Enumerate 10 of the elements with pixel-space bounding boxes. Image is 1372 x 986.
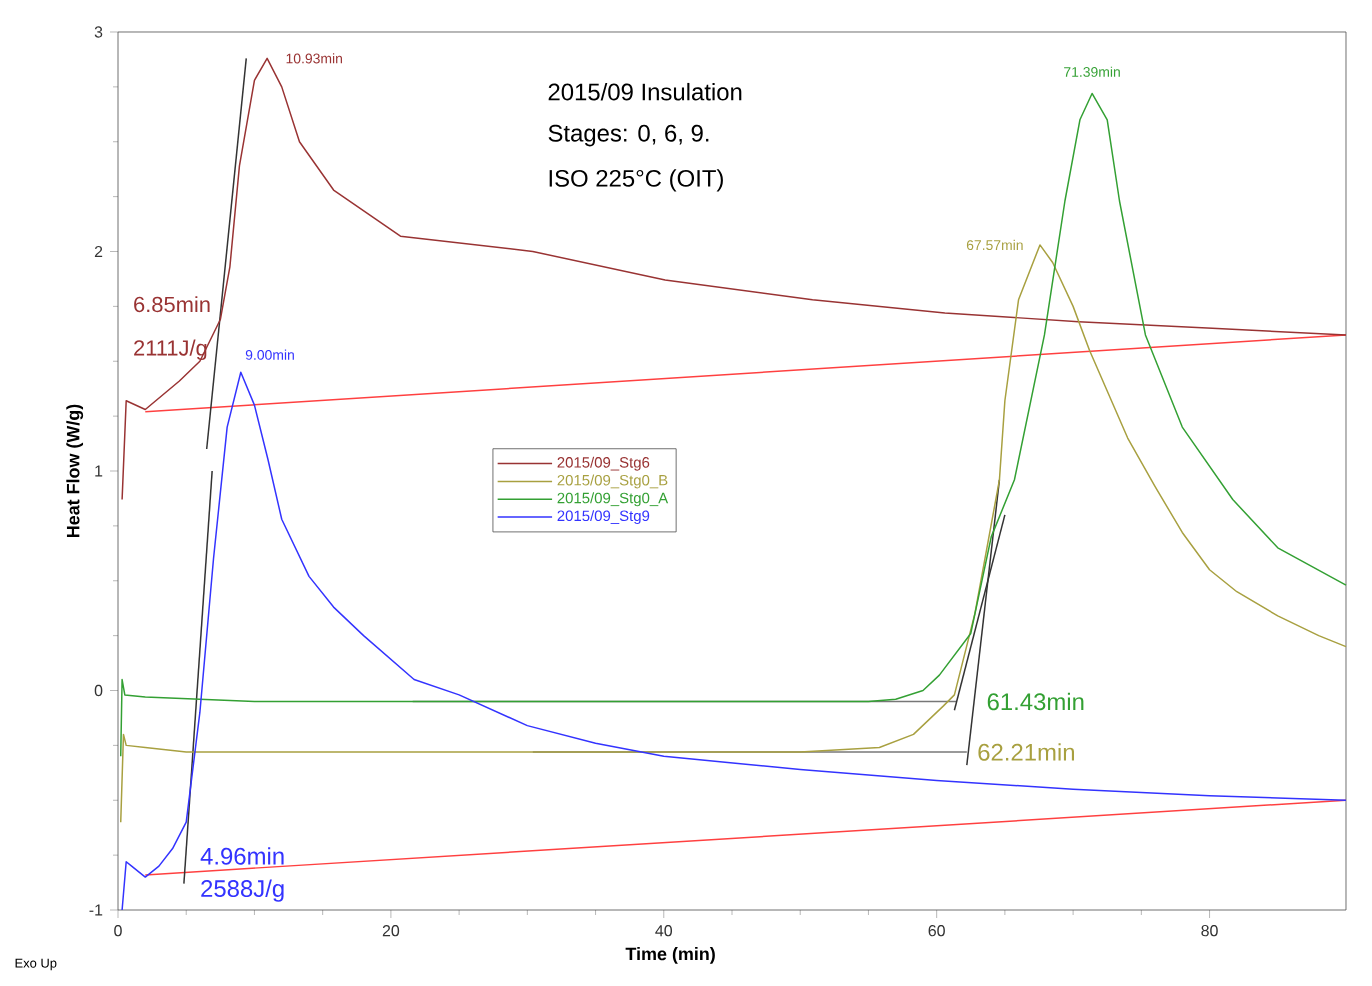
annotation: 4.96min bbox=[200, 847, 284, 865]
annotation: 2588J/g bbox=[201, 879, 284, 902]
annotation: ISO 225°C (OIT) bbox=[549, 169, 723, 192]
text: 2015/09 Insulation bbox=[548, 82, 742, 101]
annotation: 62.21min bbox=[978, 743, 1075, 761]
annotation: 6.85min bbox=[134, 296, 210, 313]
x-axis-title: Time (min) bbox=[625, 947, 715, 964]
text: Stages: 0, 6, 9. bbox=[548, 124, 709, 147]
y-axis-title: Heat Flow (W/g) bbox=[66, 404, 84, 538]
annotation: 61.43min bbox=[987, 692, 1084, 711]
